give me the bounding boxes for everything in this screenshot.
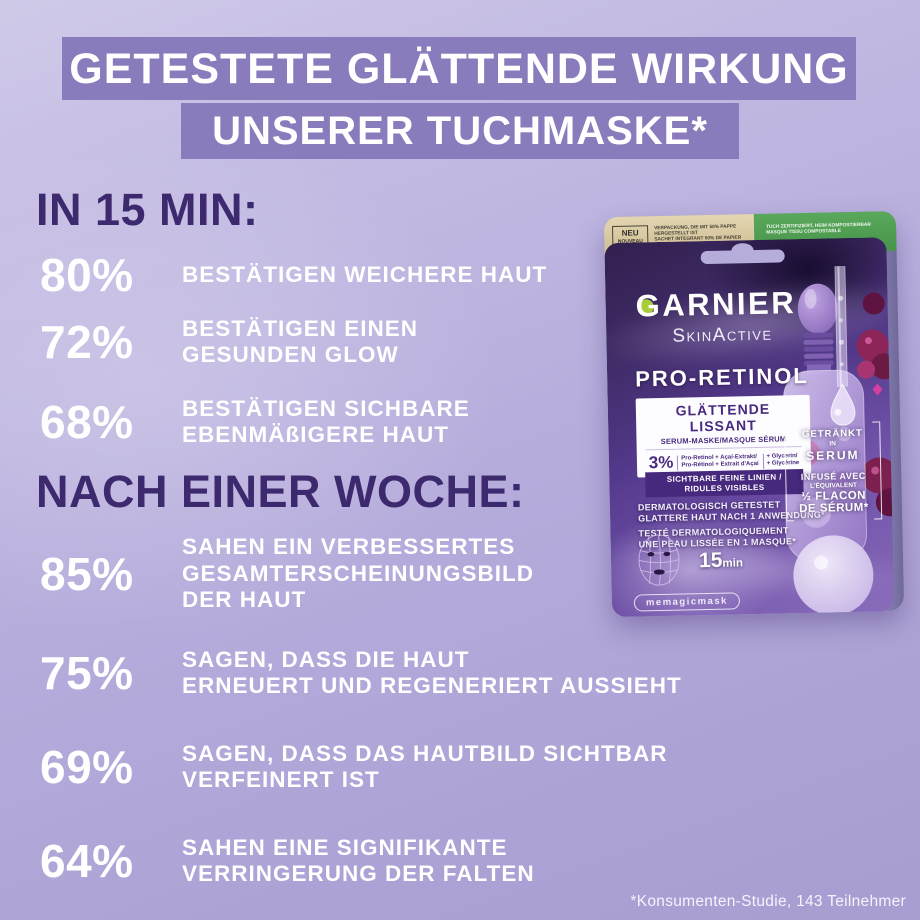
stat-label-line: SAGEN, DASS DAS HAUTBILD SICHTBAR <box>182 740 668 766</box>
stat-label-line: SAHEN EIN VERBESSERTES <box>182 534 516 559</box>
ingredient-col-1: Pro-Retinol + Açaí-Extrakt/ Pro-Rétinol … <box>677 453 759 471</box>
stat-row-64: 64% SAHEN EINE SIGNIFIKANTE VERRINGERUNG… <box>40 834 535 888</box>
stat-value: 80% <box>40 249 134 301</box>
claim-title-fr: LISSANT <box>689 416 757 435</box>
mask-logo-badge: memagicmask <box>633 592 741 612</box>
stat-row-75: 75% SAGEN, DASS DIE HAUT ERNEUERT UND RE… <box>40 646 682 700</box>
headline-banner-line2: UNSERER TUCHMASKE* <box>181 103 739 159</box>
stat-label-line: VERFEINERT IST <box>182 767 380 792</box>
stat-row-85: 85% SAHEN EIN VERBESSERTES GESAMTERSCHEI… <box>40 534 534 614</box>
stat-label-line: BESTÄTIGEN EINEN <box>182 315 419 341</box>
stat-label-line: BESTÄTIGEN SICHBARE <box>182 395 470 421</box>
headline-banner-line1: GETESTETE GLÄTTENDE WIRKUNG <box>62 37 856 100</box>
stat-label-line: GESUNDEN GLOW <box>182 342 399 367</box>
stat-label-line: BESTÄTIGEN WEICHERE HAUT <box>182 261 548 287</box>
stat-value: 64% <box>40 835 134 887</box>
stat-row-80: 80% BESTÄTIGEN WEICHERE HAUT <box>40 248 547 302</box>
stat-label-line: DER HAUT <box>182 587 307 612</box>
pipette-icon <box>834 265 848 387</box>
stat-label: SAHEN EINE SIGNIFIKANTE VERRINGERUNG DER… <box>182 835 535 888</box>
stat-value: 75% <box>40 647 134 699</box>
stat-row-68: 68% BESTÄTIGEN SICHBARE EBENMÄßIGERE HAU… <box>40 395 470 449</box>
stat-label-line: EBENMÄßIGERE HAUT <box>182 422 450 447</box>
stat-row-72: 72% BESTÄTIGEN EINEN GESUNDEN GLOW <box>40 315 418 369</box>
stat-label: SAHEN EIN VERBESSERTES GESAMTERSCHEINUNG… <box>182 534 534 614</box>
stat-label: BESTÄTIGEN SICHBARE EBENMÄßIGERE HAUT <box>182 396 470 449</box>
stat-label: SAGEN, DASS DAS HAUTBILD SICHTBAR VERFEI… <box>182 741 668 794</box>
stat-value: 69% <box>40 741 134 793</box>
stat-label-line: ERNEUERT UND REGENERIERT AUSSIEHT <box>182 673 682 698</box>
brand-name: GARNIER <box>635 285 797 324</box>
stat-value: 72% <box>40 316 134 368</box>
stat-row-69: 69% SAGEN, DASS DAS HAUTBILD SICHTBAR VE… <box>40 740 668 794</box>
brand-logo: GARNIER <box>635 285 796 326</box>
stat-label: BESTÄTIGEN WEICHERE HAUT <box>182 262 547 289</box>
subbrand-name: SkinActive <box>672 323 773 347</box>
stat-label: SAGEN, DASS DIE HAUT ERNEUERT UND REGENE… <box>182 647 682 700</box>
study-footnote: *Konsumenten-Studie, 143 Teilnehmer <box>630 893 906 910</box>
stat-value: 85% <box>40 547 134 600</box>
stat-label-line: GESAMTERSCHEINUNGSBILD <box>182 560 535 586</box>
range-name: PRO-RETINOL <box>634 362 810 392</box>
headline-text-1: GETESTETE GLÄTTENDE WIRKUNG <box>69 45 849 93</box>
duration-label: 15min <box>698 548 744 573</box>
claim-subtitle: SERUM-MASKE/MASQUE SÉRUM <box>660 434 787 447</box>
target-bar: SICHTBARE FEINE LINIEN / RIDULES VISIBLE… <box>645 469 804 498</box>
stat-label-line: VERRINGERUNG DER FALTEN <box>182 861 535 886</box>
sachet-front: GARNIER SkinActive PRO-RETINOL GLÄTTENDE… <box>604 237 895 618</box>
product-pack: NEU NOUVEAU VERPACKUNG, DIE MIT 50% PAPP… <box>602 207 911 623</box>
serum-bracket: GETRÄNKT IN SERUM INFUSÉ AVEC L'ÉQUIVALE… <box>784 421 882 521</box>
section-heading-in-15-min: IN 15 MIN: <box>36 184 259 235</box>
section-heading-after-one-week: NACH EINER WOCHE: <box>36 466 525 517</box>
face-mesh-icon <box>634 532 683 594</box>
ingredient-percent: 3% <box>648 452 674 473</box>
stat-label: BESTÄTIGEN EINEN GESUNDEN GLOW <box>182 316 418 369</box>
compost-claim-text: TUCH ZERTIFIZIERT, HEIM KOMPOSTIERBAR MA… <box>766 222 871 236</box>
stat-label-line: SAHEN EINE SIGNIFIKANTE <box>182 834 508 860</box>
stat-label-line: SAGEN, DASS DIE HAUT <box>182 646 470 672</box>
stat-value: 68% <box>40 396 134 448</box>
headline-text-2: UNSERER TUCHMASKE* <box>212 109 708 153</box>
